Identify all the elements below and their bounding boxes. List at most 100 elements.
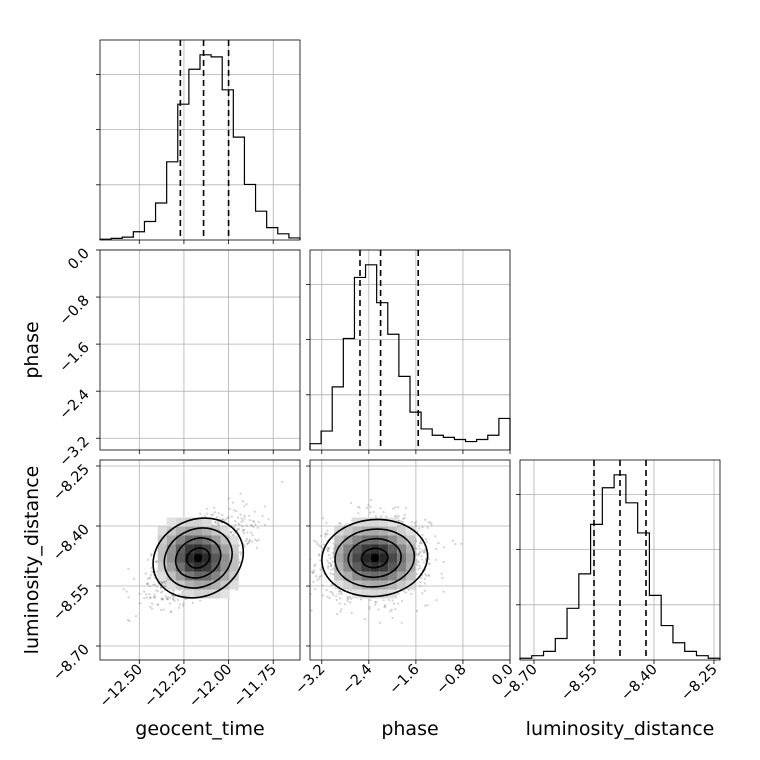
sample-point [180,385,182,387]
sample-point [199,374,201,376]
sample-point [205,366,207,368]
sample-point [252,525,255,529]
sample-point [307,541,309,543]
sample-point [207,364,209,366]
sample-point [173,329,175,331]
sample-point [203,378,205,380]
sample-point [146,378,148,380]
sample-point [365,506,368,510]
sample-point [185,332,187,334]
sample-point [161,381,163,383]
sample-point [206,435,208,437]
density-cell [361,553,371,563]
sample-point [208,357,210,359]
sample-point [221,402,223,404]
sample-point [170,610,173,613]
sample-point [179,347,181,349]
sample-point [185,326,187,328]
sample-point [319,534,323,538]
sample-point [209,345,211,347]
sample-point [239,553,242,556]
sample-point [241,407,243,409]
sample-point [374,603,377,606]
sample-point [168,346,170,348]
sample-point [225,397,227,399]
sample-point [172,595,175,599]
density-cell [176,354,185,363]
sample-point [383,605,386,609]
sample-point [154,405,156,407]
sample-point [211,363,213,365]
sample-point [234,523,237,527]
sample-point [208,379,210,381]
density-peak [194,381,202,389]
sample-point [178,364,180,366]
sample-point [206,373,208,375]
sample-point [209,353,211,355]
sample-point [192,380,194,382]
sample-point [140,359,142,361]
density-cell [352,535,362,545]
sample-point [193,430,195,432]
sample-point [345,522,348,526]
sample-point [217,355,219,357]
sample-point [424,557,428,560]
density-cell [220,580,230,590]
sample-point [153,382,155,384]
sample-point [200,364,202,366]
sample-point [246,380,248,382]
sample-point [125,590,128,593]
sample-point [383,603,387,607]
sample-point [162,384,164,386]
density-cell [212,372,221,381]
sample-point [303,560,305,562]
sample-point [253,510,256,513]
sample-point [179,377,181,379]
sample-point [239,374,241,376]
sample-point [331,560,334,563]
sample-point [257,520,260,524]
sample-point [222,310,224,312]
sample-point [249,382,251,384]
sample-point [196,365,198,367]
sample-point [166,405,168,407]
sample-point [164,585,167,588]
sample-point [209,397,211,399]
sample-point [235,374,237,376]
sample-point [205,402,207,404]
sample-point [337,592,341,596]
sample-point [245,337,247,339]
sample-point [219,428,221,430]
sample-point [141,356,143,358]
sample-point [190,374,192,376]
sample-point [212,412,214,414]
sample-point [146,558,149,561]
sample-point [305,576,307,578]
sample-point [187,353,189,355]
sample-point [214,384,216,386]
density-cell [370,517,380,527]
sample-point [237,394,239,396]
sample-point [196,415,198,417]
sample-point [212,384,214,386]
sample-point [338,521,341,525]
sample-point [213,395,215,397]
y-tick-label: −8.55 [50,582,93,625]
sample-point [338,602,341,605]
sample-point [207,411,209,413]
sample-point [191,377,193,379]
sample-point [417,545,420,548]
sample-point [220,411,222,413]
density-cell [176,417,185,426]
sample-point [190,408,192,410]
density-cell [158,408,167,417]
sample-point [245,537,249,541]
sample-point [232,342,234,344]
sample-point [191,398,193,400]
sample-point [196,379,198,381]
sample-point [200,349,202,351]
sample-point [166,365,168,367]
sample-point [232,417,234,419]
density-peak [194,554,203,562]
sample-point [159,377,161,379]
